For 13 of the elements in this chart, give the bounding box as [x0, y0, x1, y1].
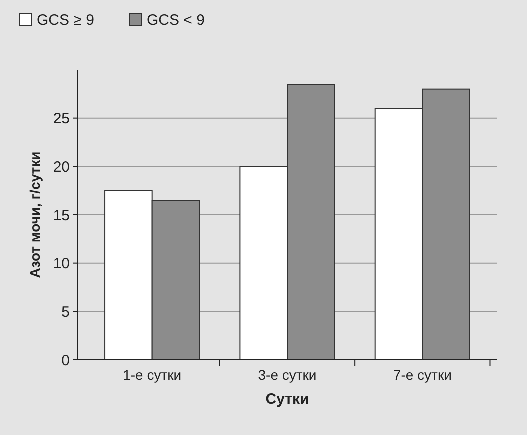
legend-label: GCS ≥ 9	[37, 12, 94, 29]
y-tick-label: 20	[53, 158, 70, 176]
y-tick-label: 5	[62, 304, 70, 321]
legend-label: GCS < 9	[147, 12, 205, 29]
y-tick-label: 0	[62, 352, 70, 370]
x-tick-label: 1-е сутки	[123, 367, 182, 383]
x-tick-label: 3-е сутки	[258, 367, 317, 383]
x-tick-label: 7-е сутки	[393, 367, 452, 383]
x-axis-title: Сутки	[266, 391, 310, 408]
y-tick-label: 25	[53, 110, 70, 128]
y-axis-title: Азот мочи, г/сутки	[27, 152, 43, 278]
y-tick-label: 10	[53, 256, 70, 273]
y-tick-label: 15	[53, 207, 70, 224]
